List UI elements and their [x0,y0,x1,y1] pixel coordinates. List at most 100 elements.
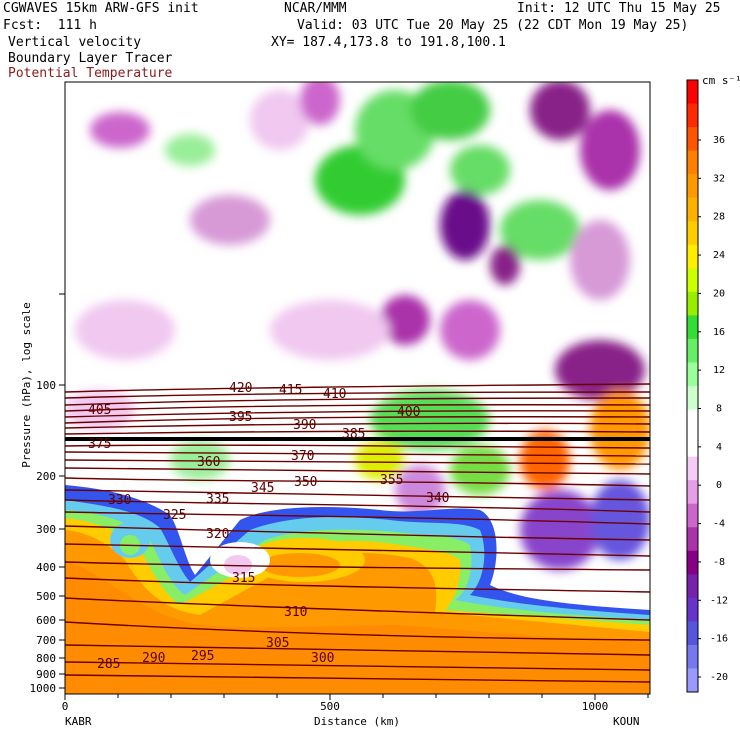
theta-labels: 420 415 410 405 400 395 390 385 375 370 … [88,381,449,672]
x-axis [64,694,649,700]
svg-text:370: 370 [291,449,314,464]
svg-text:385: 385 [342,427,365,442]
colorbar-swatch [687,127,698,152]
svg-text:405: 405 [88,403,111,418]
svg-text:415: 415 [279,383,302,398]
left-station: KABR [65,715,92,728]
colorbar-swatch [687,150,698,175]
center-label: NCAR/MMM [284,1,347,16]
colorbar-swatch [687,268,698,293]
colorbar-labels: 36 32 28 24 20 16 12 8 4 0 -4 -8 -12 -16 -20 [698,135,728,683]
vertical-velocity-field [65,82,650,694]
valid-time: Valid: 03 UTC Tue 20 May 25 (22 CDT Mon … [297,18,689,33]
colorbar-label: 24 [713,250,725,261]
svg-text:400: 400 [36,561,56,574]
svg-text:100: 100 [36,379,56,392]
svg-text:360: 360 [197,455,220,470]
colorbar-swatch [687,244,698,269]
svg-text:375: 375 [88,437,111,452]
colorbar-swatch [687,80,698,105]
colorbar-swatch [687,456,698,481]
colorbar-unit: cm s⁻¹ [702,74,740,87]
colorbar-label: -16 [710,634,728,645]
colorbar-label: 4 [716,442,722,453]
x-tick-0: 0 [62,700,69,713]
svg-text:320: 320 [206,527,229,542]
colorbar-label: 36 [713,135,725,146]
svg-text:345: 345 [251,481,274,496]
colorbar-label: 32 [713,173,725,184]
colorbar [686,79,699,693]
colorbar-swatch [687,409,698,434]
svg-text:350: 350 [294,475,317,490]
x-tick-1000: 1000 [582,700,609,713]
svg-text:410: 410 [323,387,346,402]
colorbar-swatch [687,574,698,599]
colorbar-swatch [687,174,698,199]
svg-text:400: 400 [397,405,420,420]
svg-text:200: 200 [36,470,56,483]
colorbar-label: 28 [713,212,725,223]
colorbar-label: 12 [713,365,725,376]
colorbar-swatch [687,433,698,458]
svg-text:335: 335 [206,492,229,507]
svg-text:355: 355 [380,473,403,488]
right-station: KOUN [613,715,640,728]
colorbar-swatch [687,291,698,316]
colorbar-label: -20 [710,672,728,683]
colorbar-swatch [687,221,698,246]
colorbar-swatch [687,644,698,669]
init-time: Init: 12 UTC Thu 15 May 25 [517,1,721,16]
colorbar-label: 16 [713,327,725,338]
colorbar-swatch [687,103,698,128]
svg-text:285: 285 [97,657,120,672]
x-tick-500: 500 [320,700,340,713]
plot-frame [64,81,651,695]
svg-text:340: 340 [426,491,449,506]
svg-text:900: 900 [36,668,56,681]
colorbar-swatch [687,315,698,340]
colorbar-swatch [687,386,698,411]
model-title: CGWAVES 15km ARW-GFS init [3,1,199,16]
svg-text:305: 305 [266,636,289,651]
svg-text:420: 420 [229,381,252,396]
colorbar-swatch [687,597,698,622]
svg-text:390: 390 [293,418,316,433]
svg-text:325: 325 [163,508,186,523]
svg-text:395: 395 [229,410,252,425]
field-boundary-layer-tracer: Boundary Layer Tracer [8,51,173,66]
xy-coords: XY= 187.4,173.8 to 191.8,100.1 [271,35,506,50]
y-axis-label: Pressure (hPa), log scale [20,302,33,468]
field-vertical-velocity: Vertical velocity [8,35,142,50]
colorbar-swatch [687,550,698,575]
colorbar-label: -12 [710,595,728,606]
colorbar-swatch [687,338,698,363]
svg-text:800: 800 [36,652,56,665]
colorbar-swatch [687,621,698,646]
svg-text:300: 300 [311,651,334,666]
theta-contours [65,383,650,683]
colorbar-swatch [687,480,698,505]
colorbar-label: 8 [716,404,722,415]
svg-text:295: 295 [191,649,214,664]
svg-text:600: 600 [36,614,56,627]
y-tick-labels: 100 200 300 400 500 600 700 800 900 1000 [30,379,57,695]
svg-text:500: 500 [36,590,56,603]
x-axis-label: Distance (km) [314,715,400,728]
svg-text:1000: 1000 [30,682,57,695]
svg-text:300: 300 [36,523,56,536]
svg-text:700: 700 [36,634,56,647]
svg-text:290: 290 [142,651,165,666]
colorbar-frame [686,79,699,693]
svg-text:330: 330 [108,493,131,508]
colorbar-label: -8 [713,557,725,568]
colorbar-label: -4 [713,519,725,530]
colorbar-swatch [687,197,698,222]
svg-text:310: 310 [284,605,307,620]
colorbar-swatch [687,362,698,387]
svg-text:315: 315 [232,571,255,586]
field-potential-temperature: Potential Temperature [8,66,173,81]
colorbar-swatch [687,503,698,528]
colorbar-label: 0 [716,480,722,491]
